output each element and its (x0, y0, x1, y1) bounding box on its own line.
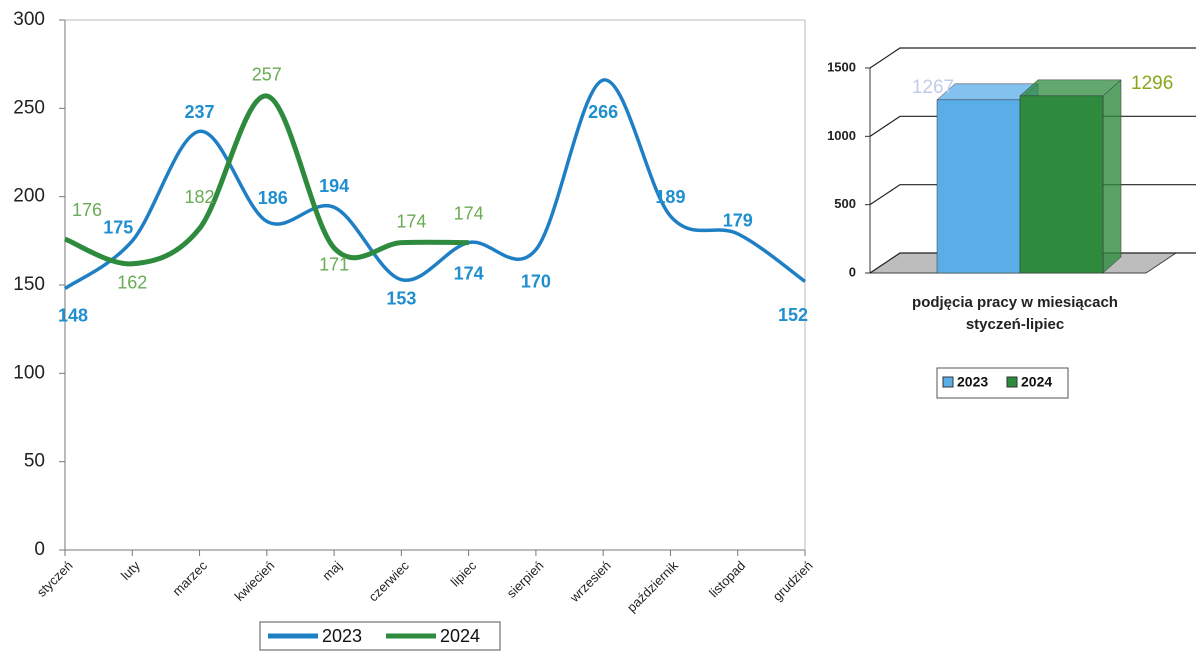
x-tick-label: sierpień (504, 558, 547, 601)
y-tick-label: 1000 (827, 128, 856, 143)
bar (1019, 95, 1104, 274)
y-tick-label: 100 (13, 362, 45, 383)
x-tick-label: kwiecień (232, 558, 278, 604)
x-tick-label: wrzesień (566, 558, 614, 606)
x-tick-label: czerwiec (366, 558, 413, 605)
data-label: 170 (521, 271, 551, 291)
x-tick-label: listopad (706, 558, 748, 600)
legend-swatch (942, 376, 954, 388)
y-tick-label: 50 (24, 451, 45, 472)
data-label: 152 (778, 305, 808, 325)
y-tick-label: 0 (34, 539, 45, 560)
legend-label: 2023 (957, 374, 988, 390)
y-tick-label: 0 (849, 264, 856, 279)
category-label: podjęcia pracy w miesiącach styczeń-lipi… (912, 294, 1118, 333)
data-label: 174 (454, 203, 484, 223)
grid-line (869, 47, 1196, 69)
y-tick-label: 1500 (827, 59, 856, 74)
x-tick-label: styczeń (34, 558, 76, 600)
legend-label: 2024 (440, 626, 480, 646)
data-label: 148 (58, 305, 88, 325)
y-tick-label: 200 (13, 186, 45, 207)
y-tick-label: 150 (13, 274, 45, 295)
data-label: 171 (319, 255, 349, 275)
bar (936, 99, 1021, 274)
data-label: 1296 (1131, 73, 1173, 94)
data-label: 1267 (912, 77, 954, 98)
x-tick-label: marzec (169, 558, 210, 599)
legend-label: 2024 (1021, 374, 1052, 390)
y-tick-label: 250 (13, 97, 45, 118)
data-label: 189 (655, 187, 685, 207)
x-tick-label: grudzień (770, 558, 816, 604)
bar-side (1102, 79, 1122, 274)
legend-label: 2023 (322, 626, 362, 646)
data-label: 266 (588, 102, 618, 122)
bar-top (1019, 79, 1122, 97)
x-tick-label: październik (624, 558, 681, 615)
data-label: 174 (454, 263, 484, 283)
legend-box (936, 367, 1069, 399)
x-tick-label: luty (118, 558, 143, 583)
x-tick-label: maj (319, 558, 344, 583)
data-label: 153 (386, 288, 416, 308)
data-label: 257 (252, 65, 282, 85)
series-line (63, 78, 807, 290)
y-tick-label: 300 (13, 9, 45, 30)
data-label: 194 (319, 176, 349, 196)
series-line (64, 93, 469, 267)
data-label: 162 (117, 273, 147, 293)
data-label: 174 (396, 211, 426, 231)
data-label: 186 (258, 188, 288, 208)
legend-swatch (1006, 376, 1018, 388)
data-label: 182 (185, 187, 215, 207)
y-tick-label: 500 (834, 196, 856, 211)
data-label: 175 (103, 218, 133, 238)
x-tick-label: lipiec (448, 558, 480, 590)
data-label: 237 (185, 102, 215, 122)
data-label: 179 (723, 211, 753, 231)
data-label: 176 (72, 200, 102, 220)
